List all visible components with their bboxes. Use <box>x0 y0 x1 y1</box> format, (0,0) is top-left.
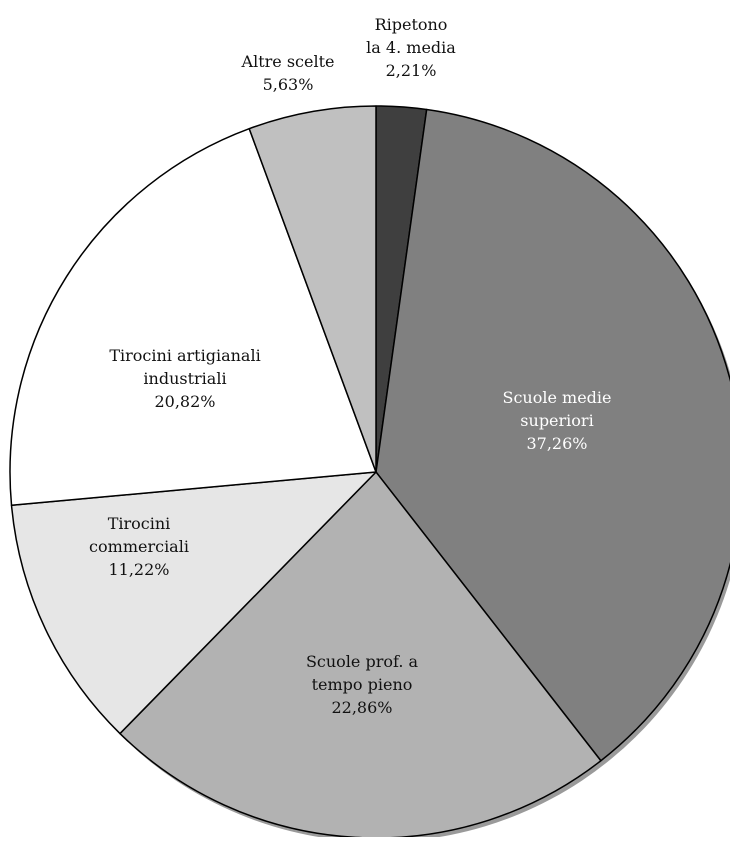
pie-slice-6 <box>248 105 377 473</box>
slice-value-label: 11,22% <box>108 560 169 579</box>
pie-slice-4 <box>10 471 377 735</box>
slice-category-label: Scuole medie <box>503 388 612 407</box>
slice-label-3: Scuole prof. a tempo pieno 22,86% <box>306 652 419 717</box>
slice-value-label: 20,82% <box>154 392 215 411</box>
slice-value-label: 2,21% <box>386 61 437 80</box>
slice-category-label: la 4. media <box>366 38 456 57</box>
slice-label-4: Tirocini commerciali 11,22% <box>89 514 189 579</box>
slice-category-label: Tirocini artigianali <box>109 346 260 365</box>
slice-label-5: Tirocini artigianali industriali 20,82% <box>109 346 260 411</box>
slice-category-label: commerciali <box>89 537 189 556</box>
slice-category-label: industriali <box>143 369 226 388</box>
pie-labels: Ripetono la 4. media 2,21% Scuole medie supe… <box>89 15 611 717</box>
slice-category-label: Tirocini <box>108 514 171 533</box>
pie-slice-5 <box>9 127 377 507</box>
slice-category-label: Altre scelte <box>241 52 335 71</box>
slice-label-1: Ripetono la 4. media 2,21% <box>366 15 456 80</box>
slice-label-6: Altre scelte 5,63% <box>241 52 335 94</box>
slice-value-label: 5,63% <box>263 75 314 94</box>
slice-label-2: Scuole medie superiori 37,26% <box>503 388 612 453</box>
slice-category-label: tempo pieno <box>312 675 413 694</box>
pie-slices <box>9 105 730 839</box>
slice-value-label: 22,86% <box>331 698 392 717</box>
slice-category-label: Scuole prof. a <box>306 652 419 671</box>
slice-value-label: 37,26% <box>526 434 587 453</box>
slice-category-label: Ripetono <box>375 15 448 34</box>
slice-category-label: superiori <box>520 411 593 430</box>
